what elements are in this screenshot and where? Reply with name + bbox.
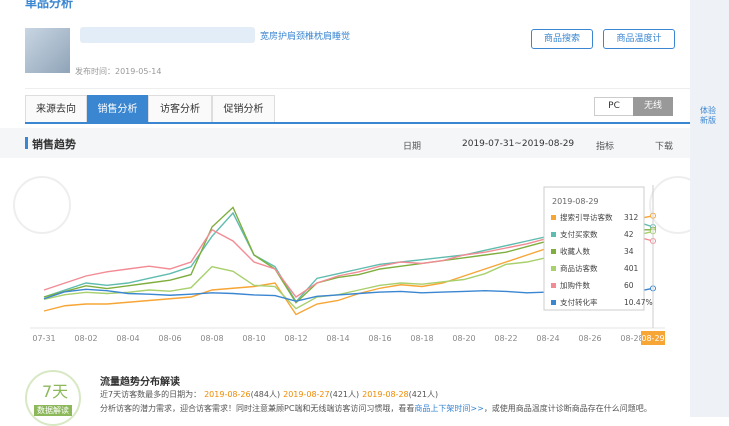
tooltip-date: 2019-08-29 bbox=[552, 197, 599, 206]
x-tick-label: 08-08 bbox=[200, 334, 223, 343]
x-highlight bbox=[641, 331, 665, 345]
badge-number: 7天 bbox=[42, 382, 69, 401]
section-title: 销售趋势 bbox=[32, 138, 76, 151]
badge-text: 数据解读 bbox=[34, 405, 72, 416]
page-title: 单品分析 bbox=[25, 0, 74, 10]
tooltip-name: 收藏人数 bbox=[560, 246, 590, 256]
section-marker bbox=[25, 137, 28, 149]
x-tick-label: 08-29 bbox=[641, 334, 664, 343]
x-tick-label: 08-18 bbox=[410, 334, 433, 343]
tooltip-name: 搜索引导访客数 bbox=[560, 212, 613, 222]
tooltip-name: 加购件数 bbox=[560, 280, 590, 290]
tooltip: 2019-08-29 搜索引导访客数 312 支付买家数 42 收藏人数 34 商品访客数 40… bbox=[543, 186, 653, 311]
tab[interactable]: 销售分析 bbox=[87, 95, 148, 123]
tooltip-swatch bbox=[551, 283, 556, 288]
thermometer-button[interactable]: 商品温度计 bbox=[603, 29, 675, 49]
tooltip-value: 10.47% bbox=[624, 298, 653, 307]
chart: 07-31 08-02 08-04 08-06 08-08 08-10 08-12 08-14… bbox=[13, 176, 690, 345]
top-count: (421人) bbox=[408, 390, 439, 399]
nav-right bbox=[649, 176, 690, 234]
publish-date: 发布时间：2019-05-14 bbox=[75, 67, 162, 76]
x-tick-label: 08-22 bbox=[494, 334, 517, 343]
section-bar bbox=[0, 128, 690, 158]
interp-title: 流量趋势分布解读 bbox=[100, 377, 180, 388]
tooltip-swatch bbox=[551, 215, 556, 220]
interp-line2: 分析访客的潜力需求，迎合访客需求！同时注意兼顾PC端和无线端访客访问习惯哦，看看… bbox=[100, 403, 652, 414]
tooltip-value: 34 bbox=[624, 247, 634, 256]
wireless-toggle[interactable]: 无线 bbox=[633, 97, 673, 116]
top-count: (421人) bbox=[329, 390, 360, 399]
tooltip-name: 支付买家数 bbox=[560, 229, 598, 239]
x-tick-label: 08-10 bbox=[242, 334, 265, 343]
tooltip-swatch bbox=[551, 249, 556, 254]
x-tick-label: 08-26 bbox=[578, 334, 601, 343]
side-strip bbox=[690, 0, 729, 417]
date-range[interactable]: 2019-07-31~2019-08-29 bbox=[462, 139, 575, 149]
top-date: 2019-08-27 bbox=[283, 390, 330, 399]
x-tick-label: 07-31 bbox=[32, 334, 55, 343]
x-tick-label: 08-24 bbox=[536, 334, 559, 343]
product-image bbox=[25, 28, 70, 73]
tooltip-swatch bbox=[551, 232, 556, 237]
x-tick-label: 08-28 bbox=[620, 334, 643, 343]
x-tick-label: 08-12 bbox=[284, 334, 307, 343]
tooltip-value: 401 bbox=[624, 264, 639, 273]
x-tick-label: 08-04 bbox=[116, 334, 139, 343]
tooltip-swatch bbox=[551, 266, 556, 271]
blurred-title bbox=[80, 27, 255, 43]
product-title[interactable]: 宽房护肩颈椎枕肩睡觉 bbox=[260, 32, 351, 42]
tab-underline bbox=[25, 122, 690, 124]
interp-line1: 近7天访客数最多的日期为： 2019-08-26(484人) 2019-08-27(… bbox=[100, 389, 438, 400]
tab[interactable]: 访客分析 bbox=[148, 95, 212, 123]
tooltip-value: 312 bbox=[624, 213, 639, 222]
tooltip-swatch bbox=[551, 300, 556, 305]
x-tick-label: 08-14 bbox=[326, 334, 349, 343]
search-button[interactable]: 商品搜索 bbox=[531, 29, 593, 49]
divider bbox=[25, 88, 690, 89]
x-tick-label: 08-02 bbox=[74, 334, 97, 343]
tooltip-name: 支付转化率 bbox=[560, 297, 598, 307]
x-tick-label: 08-06 bbox=[158, 334, 181, 343]
tooltip-box bbox=[543, 186, 645, 311]
top-date: 2019-08-26 bbox=[204, 390, 251, 399]
tooltip-name: 商品访客数 bbox=[560, 263, 598, 273]
date-label[interactable]: 日期 bbox=[403, 142, 422, 152]
advice: 分析访客的潜力需求，迎合访客需求！同时注意兼顾PC端和无线端访客访问习惯哦，看看 bbox=[100, 404, 415, 413]
top-count: (484人) bbox=[250, 390, 281, 399]
x-tick-label: 08-16 bbox=[368, 334, 391, 343]
x-tick-label: 08-20 bbox=[452, 334, 475, 343]
intro: 近7天访客数最多的日期为： bbox=[100, 390, 202, 399]
pc-toggle[interactable]: PC bbox=[594, 97, 634, 116]
tooltip-value: 60 bbox=[624, 281, 634, 290]
tooltip-value: 42 bbox=[624, 230, 634, 239]
advice-link[interactable]: 商品上下架时间>> bbox=[414, 404, 484, 413]
tab[interactable]: 来源去向 bbox=[25, 95, 87, 123]
metric-label[interactable]: 指标 bbox=[596, 142, 615, 152]
nav-left bbox=[13, 176, 71, 234]
tab[interactable]: 促销分析 bbox=[212, 95, 275, 123]
side-link[interactable]: 体验新版 bbox=[700, 106, 716, 125]
download[interactable]: 下载 bbox=[655, 142, 674, 152]
top-date: 2019-08-28 bbox=[362, 390, 409, 399]
advice-end: ，或使用商品温度计诊断商品存在什么问题吧。 bbox=[483, 404, 652, 413]
